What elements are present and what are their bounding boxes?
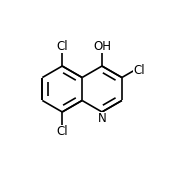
- Text: Cl: Cl: [56, 40, 68, 53]
- Text: N: N: [98, 112, 106, 125]
- Text: Cl: Cl: [133, 64, 145, 77]
- Text: Cl: Cl: [56, 125, 68, 138]
- Text: OH: OH: [93, 40, 111, 53]
